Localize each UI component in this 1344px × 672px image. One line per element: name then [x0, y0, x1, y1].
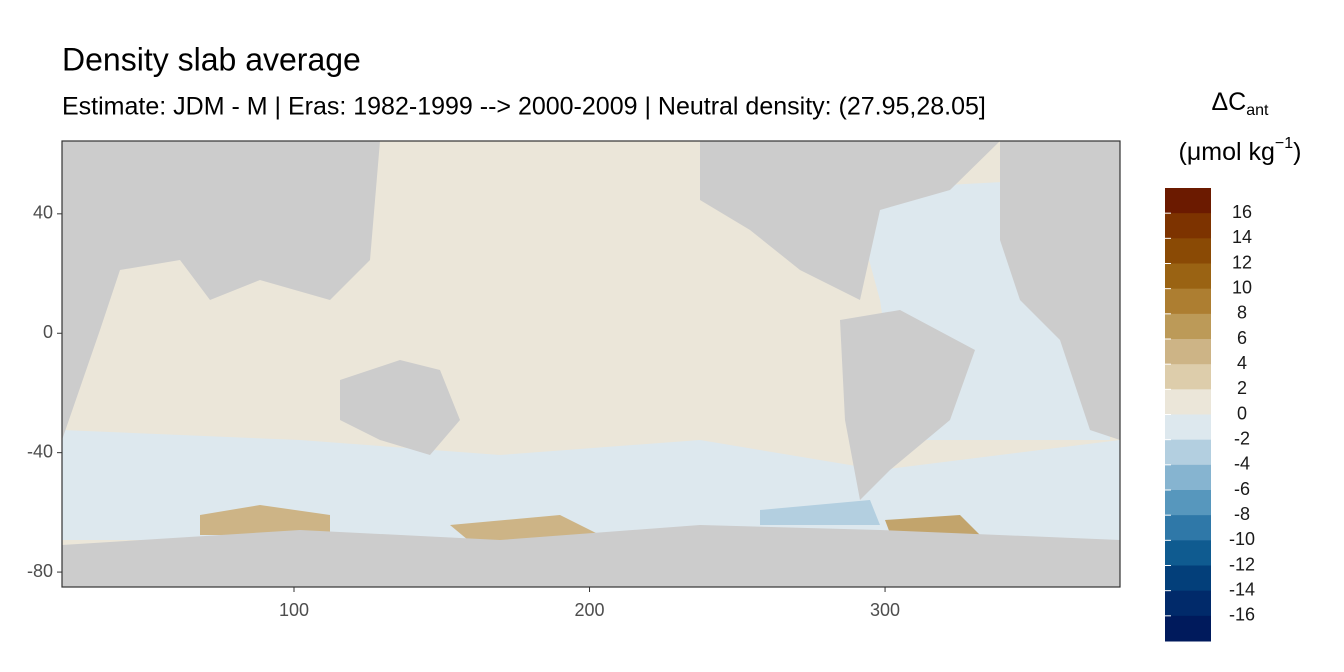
- australia: [340, 360, 460, 455]
- legend-tick-label: -4: [1234, 454, 1250, 474]
- legend-swatch: [1165, 615, 1211, 642]
- y-tick-label: -40: [27, 441, 53, 461]
- legend-swatch: [1165, 238, 1211, 264]
- legend-unit: (μmol kg−1): [1179, 135, 1302, 165]
- legend-tick-label: -2: [1234, 428, 1250, 448]
- legend-tick-label: 6: [1237, 328, 1247, 348]
- legend-tick-label: 8: [1237, 303, 1247, 323]
- x-tick-label: 300: [870, 600, 900, 620]
- legend-tick-label: -6: [1234, 479, 1250, 499]
- x-tick-label: 100: [279, 600, 309, 620]
- chart-title: Density slab average: [62, 41, 361, 77]
- legend-swatch: [1165, 464, 1211, 491]
- legend-swatch: [1165, 389, 1211, 415]
- antarctica: [62, 525, 1120, 587]
- legend-swatch: [1165, 263, 1211, 290]
- europe-africa: [1000, 141, 1120, 440]
- map: [62, 141, 1120, 587]
- legend-unit-sup: −1: [1275, 135, 1293, 152]
- legend-tick-label: 0: [1237, 403, 1247, 423]
- legend-tick-label: 16: [1232, 202, 1252, 222]
- ocean-patch: [200, 505, 330, 535]
- legend-tick-label: 2: [1237, 378, 1247, 398]
- y-tick-label: 0: [43, 322, 53, 342]
- legend-tick-label: 14: [1232, 227, 1252, 247]
- legend-tick-label: 4: [1237, 353, 1247, 373]
- north-america: [700, 141, 1000, 300]
- legend-swatch: [1165, 565, 1211, 592]
- legend-tick-label: 10: [1232, 277, 1252, 297]
- plot-frame: [61, 140, 1121, 588]
- y-tick-label: 40: [33, 203, 53, 223]
- legend-swatch: [1165, 188, 1211, 214]
- legend-tick-label: 12: [1232, 252, 1252, 272]
- legend-title: ΔCant: [1211, 88, 1269, 120]
- legend-tick-label: -16: [1229, 605, 1255, 625]
- legend-tick-label: -12: [1229, 554, 1255, 574]
- legend-tick-label: -10: [1229, 529, 1255, 549]
- chart-subtitle: Estimate: JDM - M | Eras: 1982-1999 --> …: [62, 93, 986, 121]
- legend-swatch: [1165, 339, 1211, 365]
- eurasia-africa: [62, 141, 380, 440]
- legend-tick-label: -14: [1229, 579, 1255, 599]
- legend-swatch: [1165, 515, 1211, 541]
- legend-title-sub: ant: [1246, 102, 1269, 119]
- x-tick-label: 200: [574, 600, 604, 620]
- legend-swatch: [1165, 414, 1211, 441]
- legend-swatch: [1165, 213, 1211, 239]
- legend-unit-suffix: ): [1293, 138, 1301, 166]
- y-tick-label: -80: [27, 561, 53, 581]
- legend-swatch: [1165, 490, 1211, 516]
- legend-swatch: [1165, 590, 1211, 617]
- legend-swatch: [1165, 540, 1211, 566]
- legend-swatch: [1165, 439, 1211, 466]
- legend-swatch: [1165, 313, 1211, 340]
- legend-tick-label: -8: [1234, 504, 1250, 524]
- legend-title-main: ΔC: [1211, 88, 1246, 116]
- ocean-patch: [760, 500, 880, 525]
- legend-swatch: [1165, 364, 1211, 390]
- legend-unit-prefix: (μmol kg: [1179, 138, 1275, 166]
- legend-swatch: [1165, 288, 1211, 315]
- south-america: [840, 310, 975, 500]
